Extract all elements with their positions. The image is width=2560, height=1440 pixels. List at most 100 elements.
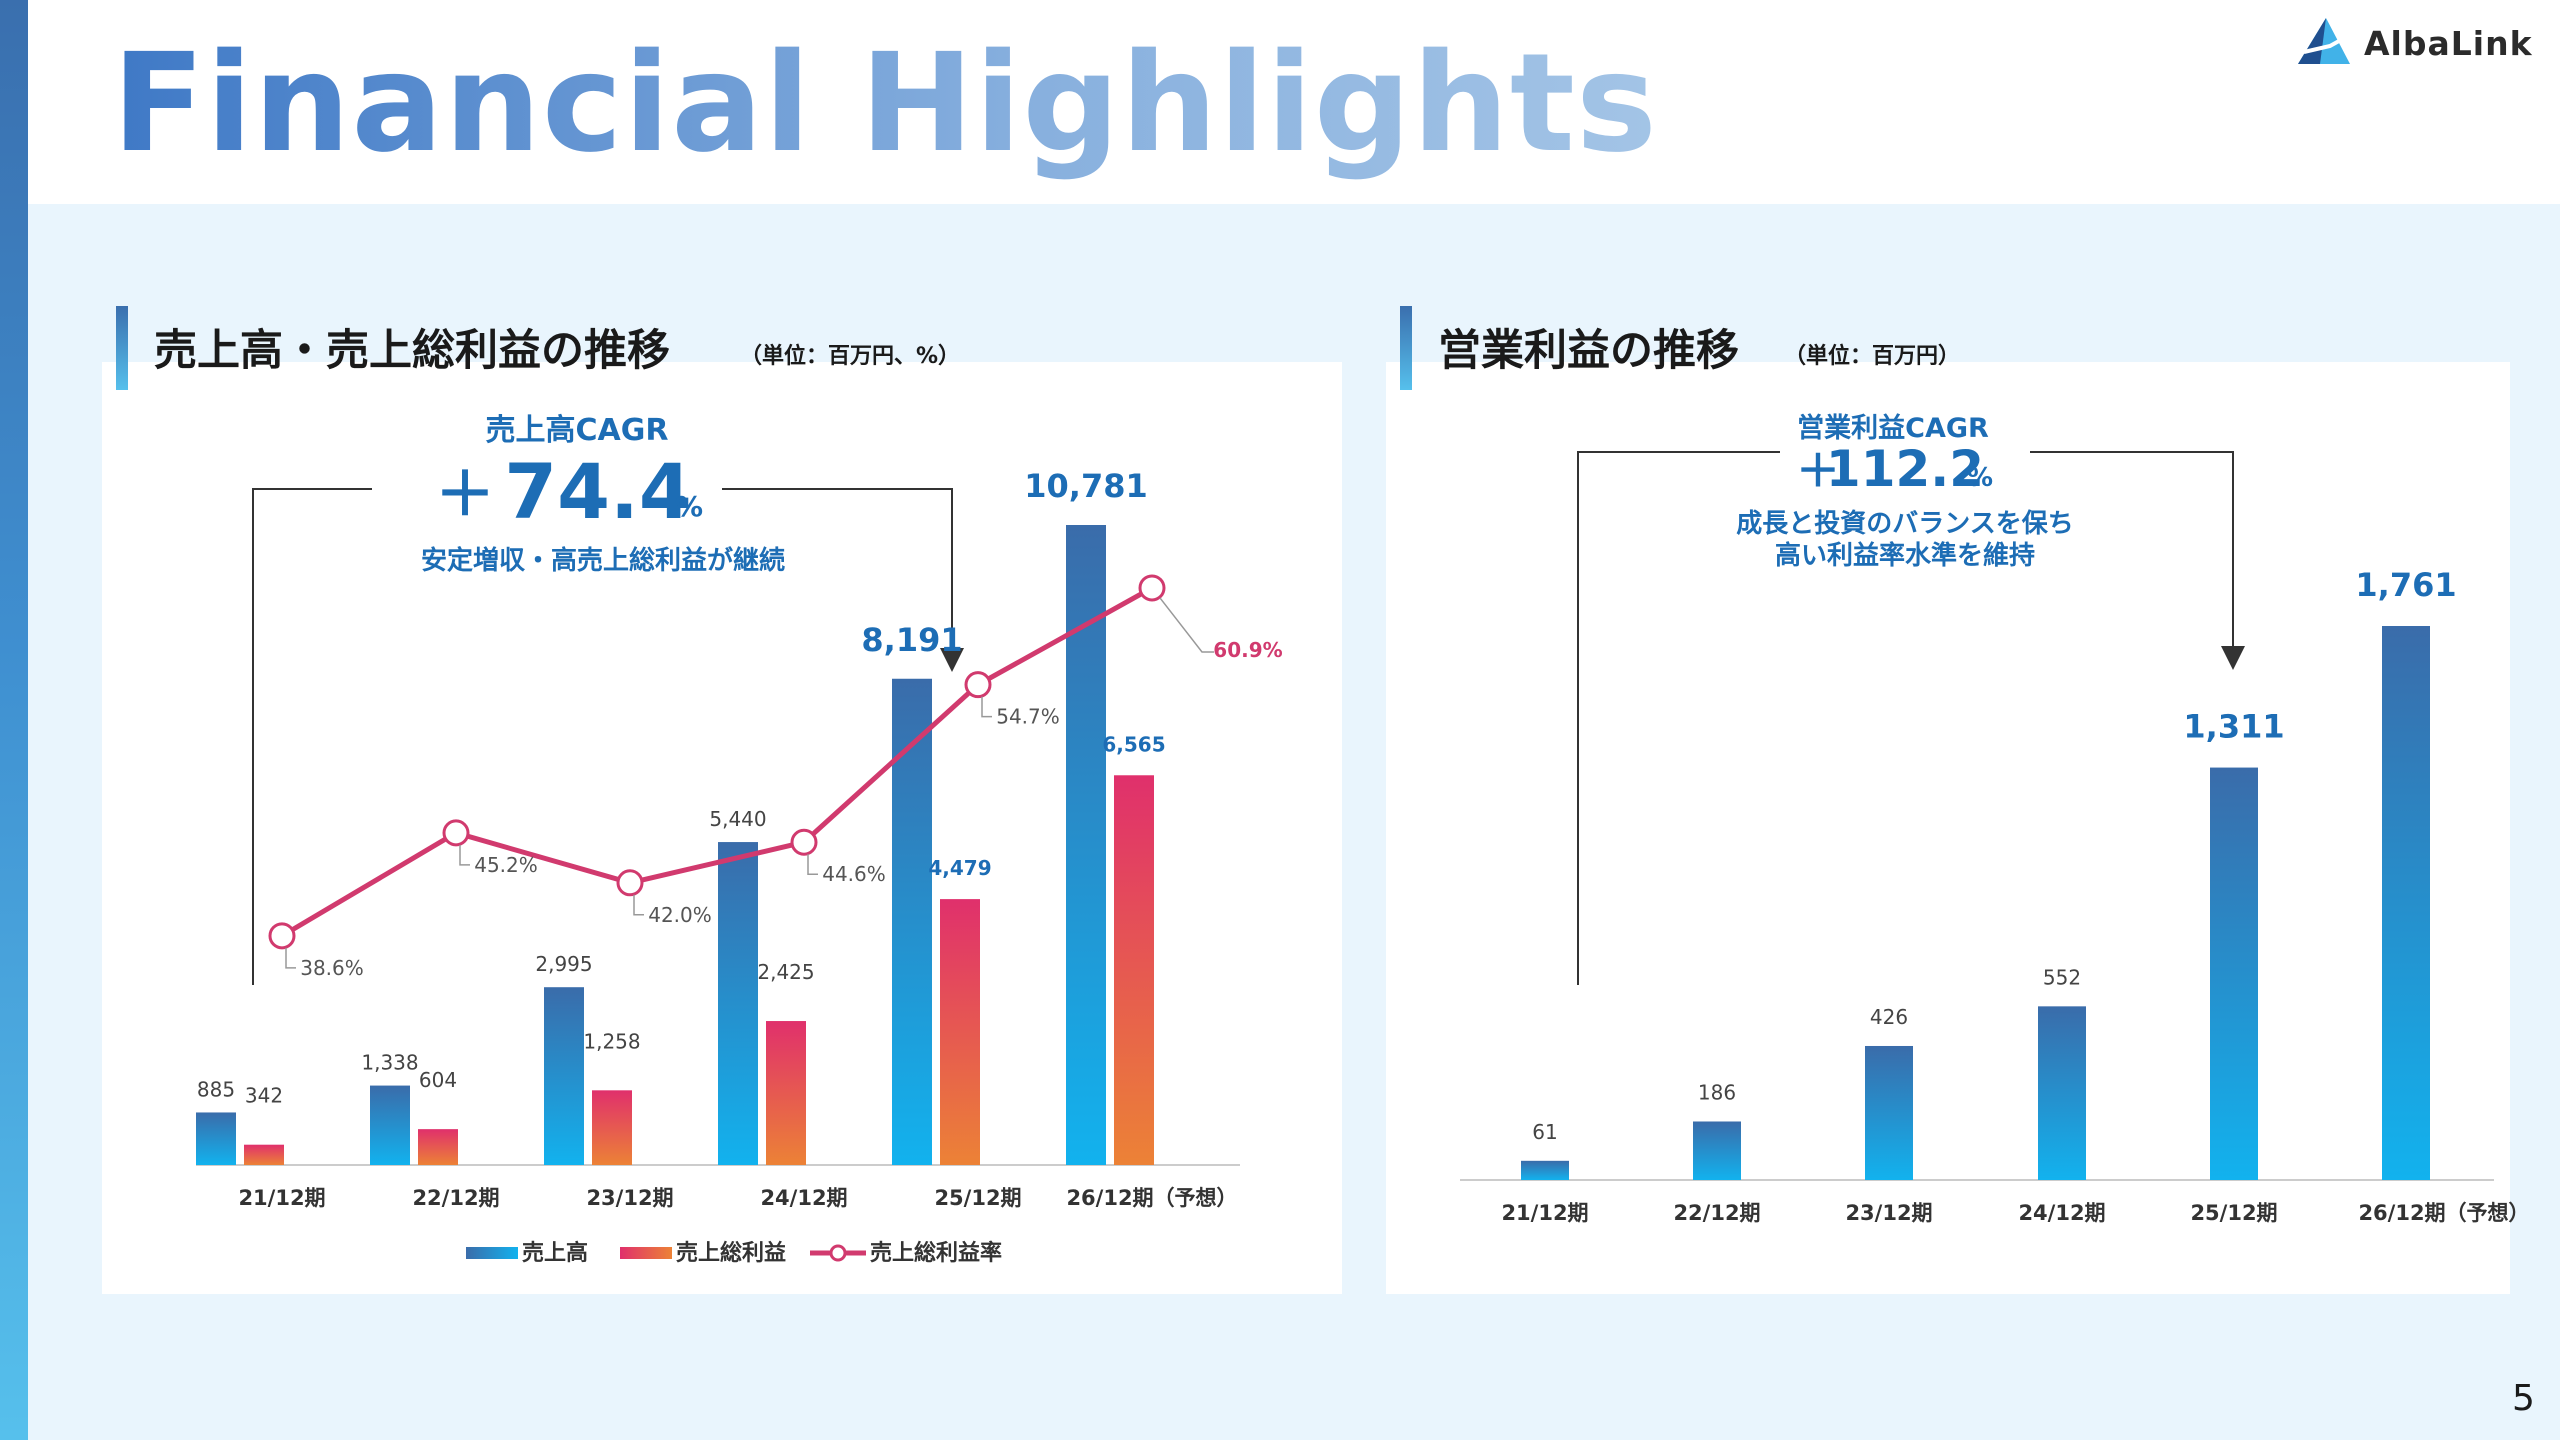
- gross-margin-label: 44.6%: [822, 862, 886, 886]
- brand-logo: [2298, 18, 2350, 64]
- operating-profit-value-label: 1,761: [2355, 566, 2456, 604]
- revenue-bar: [1066, 525, 1106, 1165]
- revenue-cagr-label: 売上高CAGR: [486, 413, 669, 448]
- x-axis-tick-label: 26/12期（予想）: [2358, 1201, 2529, 1225]
- legend-revenue-swatch: [466, 1247, 518, 1259]
- gross-margin-label: 54.7%: [996, 705, 1060, 729]
- x-axis-tick-label: 24/12期: [760, 1186, 847, 1210]
- x-axis-tick-label: 24/12期: [2018, 1201, 2105, 1225]
- gross-profit-value-label: 6,565: [1102, 732, 1165, 756]
- operating-profit-bar: [2382, 626, 2430, 1180]
- operating-profit-bar: [1521, 1160, 1569, 1180]
- profit-chart-marks: 61 21/12期 186 22/12期 426 23/12期 552 24/12期 1,311…: [1501, 566, 2529, 1225]
- page-title: Financial Highlights: [112, 25, 1658, 183]
- gross-profit-bar: [940, 899, 980, 1165]
- profit-cagr-note-1: 成長と投資のバランスを保ち: [1736, 509, 2073, 539]
- operating-profit-value-label: 186: [1698, 1080, 1736, 1104]
- gross-profit-value-label: 604: [419, 1068, 457, 1092]
- x-axis-tick-label: 26/12期（予想）: [1066, 1186, 1237, 1210]
- x-axis-tick-label: 23/12期: [586, 1186, 673, 1210]
- revenue-bar: [544, 987, 584, 1165]
- x-axis-tick-label: 21/12期: [1501, 1201, 1588, 1225]
- left-accent-stripe: [0, 0, 28, 1440]
- revenue-section-title: 売上高・売上総利益の推移: [154, 326, 670, 376]
- gross-profit-bar: [766, 1021, 806, 1165]
- legend-gross-label: 売上総利益: [676, 1240, 786, 1266]
- operating-profit-value-label: 426: [1870, 1005, 1908, 1029]
- gross-margin-label: 42.0%: [648, 903, 712, 927]
- operating-profit-bar: [1865, 1045, 1913, 1180]
- x-axis-tick-label: 23/12期: [1845, 1201, 1932, 1225]
- profit-cagr-bracket-right: [2030, 451, 2245, 670]
- operating-profit-value-label: 552: [2043, 965, 2081, 989]
- x-axis-tick-label: 22/12期: [1673, 1201, 1760, 1225]
- operating-profit-bar: [2210, 767, 2258, 1180]
- profit-cagr-label: 営業利益CAGR: [1797, 412, 1989, 444]
- gross-margin-point: [964, 671, 992, 699]
- legend-rate-label: 売上総利益率: [870, 1240, 1002, 1266]
- gross-profit-bar: [1114, 775, 1154, 1165]
- revenue-value-label: 10,781: [1024, 467, 1147, 505]
- gross-margin-point: [1138, 574, 1166, 602]
- gross-margin-leader: [981, 696, 992, 718]
- profit-cagr-bracket-left: [1577, 451, 1780, 985]
- revenue-bar: [892, 678, 932, 1165]
- profit-cagr-suffix: %: [1967, 463, 1993, 493]
- revenue-cagr-suffix: %: [675, 490, 703, 523]
- revenue-value-label: 8,191: [861, 621, 962, 659]
- x-axis-tick-label: 25/12期: [2190, 1201, 2277, 1225]
- revenue-value-label: 2,995: [535, 952, 592, 976]
- gross-margin-point: [442, 819, 470, 847]
- x-axis-tick-label: 25/12期: [934, 1186, 1021, 1210]
- gross-margin-leader: [285, 947, 296, 969]
- operating-profit-value-label: 1,311: [2183, 708, 2284, 746]
- gross-margin-label: 38.6%: [300, 956, 364, 980]
- revenue-cagr-bracket-left: [252, 488, 372, 985]
- revenue-bar: [718, 842, 758, 1165]
- x-axis-tick-label: 22/12期: [412, 1186, 499, 1210]
- revenue-value-label: 885: [197, 1077, 235, 1101]
- section-marker-right: [1400, 306, 1412, 390]
- revenue-bar: [196, 1112, 236, 1165]
- revenue-cagr-bracket-right: [722, 488, 964, 672]
- gross-profit-value-label: 4,479: [928, 856, 991, 880]
- revenue-bar: [370, 1085, 410, 1165]
- revenue-value-label: 5,440: [709, 807, 766, 831]
- brand-name: AlbaLink: [2364, 24, 2533, 63]
- legend-gross-swatch: [620, 1247, 672, 1259]
- legend-revenue-label: 売上高: [522, 1240, 588, 1266]
- revenue-cagr-note: 安定増収・高売上総利益が継続: [421, 545, 785, 576]
- revenue-value-label: 1,338: [361, 1051, 418, 1075]
- section-marker-left: [116, 306, 128, 390]
- gross-profit-bar: [244, 1144, 284, 1165]
- gross-margin-leader: [807, 854, 818, 875]
- gross-margin-leader: [459, 844, 470, 866]
- revenue-cagr-value: 74.4: [504, 447, 692, 536]
- gross-profit-value-label: 1,258: [583, 1029, 640, 1053]
- gross-margin-point: [616, 869, 644, 897]
- gross-profit-bar: [418, 1129, 458, 1165]
- operating-profit-bar: [1693, 1121, 1741, 1180]
- operating-profit-bar: [2038, 1006, 2086, 1180]
- gross-margin-leader: [1159, 597, 1214, 653]
- revenue-section-unit: （単位：百万円、%）: [740, 344, 961, 369]
- profit-cagr-value: 112.2: [1826, 440, 1984, 498]
- gross-profit-bar: [592, 1090, 632, 1165]
- gross-margin-label: 45.2%: [474, 853, 538, 877]
- gross-margin-leader: [633, 894, 644, 916]
- operating-profit-value-label: 61: [1532, 1120, 1557, 1144]
- profit-section-title: 営業利益の推移: [1438, 326, 1739, 376]
- profit-cagr-note-2: 高い利益率水準を維持: [1775, 540, 2035, 571]
- revenue-cagr-prefix: ＋: [435, 460, 495, 530]
- legend-rate-marker: [829, 1244, 847, 1262]
- profit-cagr-prefix: ＋: [1796, 446, 1840, 497]
- gross-profit-value-label: 342: [245, 1084, 283, 1108]
- profit-section-unit: （単位：百万円）: [1784, 344, 1961, 369]
- gross-profit-value-label: 2,425: [757, 960, 814, 984]
- gross-margin-label: 60.9%: [1213, 638, 1282, 662]
- gross-margin-point: [790, 828, 818, 856]
- gross-margin-point: [268, 922, 296, 950]
- operating-profit-panel: [1386, 362, 2510, 1294]
